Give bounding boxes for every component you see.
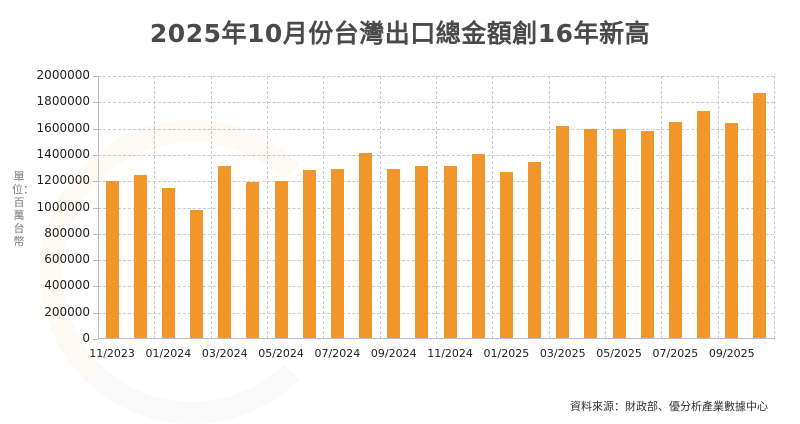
source-note: 資料來源：財政部、優分析產業數據中心 <box>570 400 768 413</box>
y-tick-label: 1600000 <box>36 120 90 135</box>
x-tick-label: 09/2024 <box>370 347 417 360</box>
x-tick-label: 07/2024 <box>314 347 361 360</box>
gridline-vertical <box>323 76 325 339</box>
y-tick-mark <box>93 154 98 156</box>
gridline-vertical <box>661 76 663 339</box>
bar-11-2024 <box>443 165 457 339</box>
gridline-vertical <box>436 76 437 339</box>
x-axis-line <box>98 338 774 339</box>
y-tick-label: 1000000 <box>36 199 90 214</box>
y-tick-mark <box>93 181 98 183</box>
bar-04-2025 <box>584 129 598 339</box>
y-tick-mark <box>93 286 98 288</box>
y-tick-label: 1400000 <box>36 146 90 161</box>
bar-05-2024 <box>274 180 288 339</box>
y-tick-label: 1200000 <box>36 173 90 188</box>
y-tick-mark <box>93 233 98 235</box>
bar-01-2025 <box>499 172 513 339</box>
x-tick-label: 11/2024 <box>427 347 473 360</box>
y-tick-label: 400000 <box>44 278 90 293</box>
bar-12-2023 <box>133 174 147 339</box>
bar-06-2025 <box>640 130 654 339</box>
bar-02-2025 <box>528 162 542 339</box>
gridline-vertical <box>154 76 156 339</box>
y-tick-label: 0 <box>82 331 90 345</box>
x-tick-label: 09/2025 <box>708 347 755 360</box>
y-tick-mark <box>93 207 98 209</box>
gridline-vertical <box>605 76 606 339</box>
y-tick-label: 600000 <box>44 252 90 267</box>
gridline-vertical <box>210 76 212 339</box>
bar-03-2024 <box>218 166 232 339</box>
x-tick-label: 03/2025 <box>539 347 586 360</box>
bar-04-2024 <box>246 181 260 339</box>
plot-area <box>98 76 775 339</box>
y-tick-mark <box>93 102 98 104</box>
x-tick-label: 05/2025 <box>596 347 642 360</box>
y-tick-mark <box>93 260 98 262</box>
bar-08-2024 <box>359 152 373 339</box>
bar-07-2025 <box>668 122 682 339</box>
gridline-vertical <box>548 76 550 339</box>
y-tick-mark <box>93 128 98 130</box>
chart-title: 2025年10月份台灣出口總金額創16年新高 <box>149 19 651 48</box>
x-tick-label: 07/2025 <box>652 347 699 360</box>
x-tick-label: 11/2023 <box>89 347 135 360</box>
bar-10-2024 <box>415 165 429 339</box>
bar-09-2025 <box>725 123 739 339</box>
y-tick-label: 800000 <box>44 225 90 240</box>
x-tick-label: 05/2024 <box>258 347 304 360</box>
bar-06-2024 <box>302 170 316 339</box>
x-tick-label: 01/2025 <box>483 347 530 360</box>
y-tick-mark <box>93 312 98 314</box>
bar-11-2023 <box>105 181 119 339</box>
y-tick-mark <box>93 76 98 77</box>
gridline-vertical <box>492 76 494 339</box>
bar-03-2025 <box>556 125 570 339</box>
bar-05-2025 <box>612 129 626 339</box>
y-tick-mark <box>93 339 98 340</box>
bar-10-2025 <box>753 92 767 339</box>
gridline-vertical <box>267 76 268 339</box>
x-tick-label: 03/2024 <box>201 347 248 360</box>
x-tick-label: 01/2024 <box>145 347 192 360</box>
y-tick-label: 200000 <box>44 304 90 319</box>
bar-01-2024 <box>161 188 175 339</box>
gridline-vertical <box>717 76 719 339</box>
gridline-vertical <box>379 76 381 339</box>
y-axis-line <box>98 76 99 339</box>
bar-09-2024 <box>387 168 401 339</box>
bar-12-2024 <box>471 153 485 339</box>
bar-02-2024 <box>190 210 204 339</box>
y-tick-label: 1800000 <box>36 94 90 109</box>
bar-08-2025 <box>697 111 711 339</box>
y-tick-label: 2000000 <box>36 68 90 82</box>
gridline-vertical <box>774 76 775 339</box>
bar-07-2024 <box>330 168 344 339</box>
